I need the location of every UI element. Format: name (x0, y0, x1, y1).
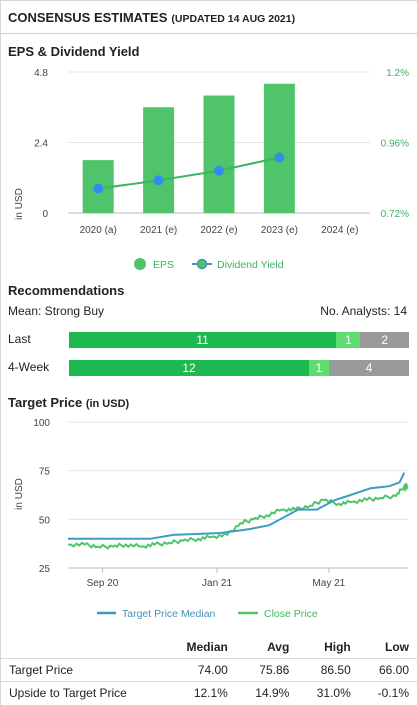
eps-y-tick: 2.4 (34, 139, 48, 150)
tp-series (68, 472, 409, 550)
estimates-table: Median Avg High Low Target Price 74.00 7… (1, 636, 417, 704)
eps-x-tick: 2020 (a) (80, 225, 117, 236)
dividend-yield-series (93, 152, 285, 194)
tp-x-axis: Sep 20 Jan 21 May 21 (87, 568, 346, 589)
dividend-yield-point (214, 165, 224, 176)
widget-header: CONSENSUS ESTIMATES (UPDATED 14 AUG 2021) (8, 10, 295, 25)
dividend-yield-point (93, 183, 104, 194)
table-cell: 66.00 (358, 658, 417, 682)
table-cell: -0.1% (358, 681, 417, 704)
tp-x-tick: Jan 21 (202, 578, 232, 589)
eps-x-tick: 2023 (e) (261, 225, 298, 236)
eps-bar (203, 95, 235, 213)
eps-legend-marker (134, 258, 146, 270)
tp-x-tick: Sep 20 (87, 578, 119, 589)
eps-x-tick: 2021 (e) (140, 225, 177, 236)
analyst-count: No. Analysts: 14 (320, 304, 407, 318)
tp-y-tick: 75 (39, 467, 51, 478)
table-header-cell (1, 636, 165, 659)
table-cell: Upside to Target Price (1, 681, 166, 704)
rec-bar-segment: 12 (69, 360, 309, 376)
widget-title: CONSENSUS ESTIMATES (8, 10, 168, 25)
dividend-legend-label[interactable]: Dividend Yield (217, 259, 284, 271)
tp-x-tick: May 21 (312, 578, 345, 589)
eps-legend[interactable]: EPS Dividend Yield (134, 258, 284, 271)
dividend-yield-point (274, 152, 285, 163)
eps-x-tick: 2022 (e) (200, 225, 237, 236)
table-cell: 86.50 (297, 658, 359, 682)
close-price-line (68, 482, 409, 550)
rec-bar-segment: 1 (336, 332, 361, 348)
target-price-title-text: Target Price (8, 395, 83, 410)
eps-section-title: EPS & Dividend Yield (8, 44, 140, 59)
rec-bar-last[interactable]: 11 1 2 (69, 332, 409, 348)
target-price-median-line (68, 472, 406, 540)
table-cell: 74.00 (165, 658, 236, 682)
eps-x-axis: 2020 (a) 2021 (e) 2022 (e) 2023 (e) 2024 (e) (80, 225, 359, 236)
table-cell: Target Price (1, 658, 166, 682)
rec-bar-segment: 4 (329, 360, 409, 376)
rec-row-label: Last (8, 332, 31, 346)
eps-y-tick: 0 (42, 209, 48, 220)
dividend-yield-line (98, 156, 280, 190)
eps-right-tick: 0.72% (381, 209, 409, 220)
rec-bar-segment: 11 (69, 332, 337, 348)
eps-right-tick: 0.96% (381, 139, 409, 150)
rec-bar-4week[interactable]: 12 1 4 (69, 360, 409, 376)
table-cell: 12.1% (165, 681, 236, 704)
eps-right-axis: 0.72% 0.96% 1.2% (381, 68, 409, 220)
updated-label: (UPDATED 14 AUG 2021) (171, 13, 296, 25)
table-row: Upside to Target Price 12.1% 14.9% 31.0%… (1, 681, 417, 704)
tp-y-tick: 25 (39, 564, 51, 575)
tp-grid (68, 421, 408, 569)
tp-y-tick: 100 (33, 418, 50, 429)
rec-row-label: 4-Week (8, 360, 50, 374)
rec-bar-segment: 1 (309, 360, 329, 376)
recommendations-title: Recommendations (8, 283, 125, 298)
rec-bar-segment: 2 (360, 332, 409, 348)
target-price-chart: 25 50 75 100 in USD Sep 20 Jan 21 May 21 Targ… (14, 418, 409, 620)
table-header-cell: High (324, 640, 351, 654)
median-legend-label[interactable]: Target Price Median (122, 608, 216, 620)
table-header-cell: Median (186, 640, 228, 654)
table-header-row: Median Avg High Low (1, 636, 417, 659)
tp-legend[interactable]: Target Price Median Close Price (97, 608, 318, 620)
tp-y-axis-label: in USD (14, 478, 25, 510)
recommendation-mean: Mean: Strong Buy (8, 304, 105, 318)
eps-x-tick: 2024 (e) (321, 225, 358, 236)
eps-chart: 02.44.8 0.72%0.96%1.2% in USD 2020 (a) 20… (14, 68, 409, 271)
dividend-yield-point (153, 175, 164, 186)
table-header-cell: Avg (267, 640, 290, 654)
target-price-title: Target Price (in USD) (8, 395, 129, 410)
table-cell: 75.86 (235, 658, 298, 682)
eps-y-axis-label: in USD (14, 188, 25, 220)
target-price-unit: (in USD) (85, 398, 130, 410)
dividend-legend-marker (196, 258, 208, 270)
table-cell: 14.9% (235, 681, 298, 704)
table-cell: 31.0% (297, 681, 359, 704)
eps-y-axis: 0 2.4 4.8 (34, 68, 48, 220)
eps-legend-label[interactable]: EPS (153, 259, 174, 271)
eps-right-tick: 1.2% (386, 68, 409, 79)
eps-y-tick: 4.8 (34, 68, 48, 79)
tp-y-tick: 50 (39, 515, 51, 526)
table-row: Target Price 74.00 75.86 86.50 66.00 (1, 658, 417, 682)
tp-y-axis: 25 50 75 100 (33, 418, 50, 575)
eps-bar (263, 83, 295, 213)
eps-bar (143, 107, 175, 213)
eps-bars (82, 83, 295, 213)
header-divider (1, 33, 417, 34)
close-legend-label[interactable]: Close Price (264, 608, 318, 620)
table-header-cell: Low (385, 640, 409, 654)
